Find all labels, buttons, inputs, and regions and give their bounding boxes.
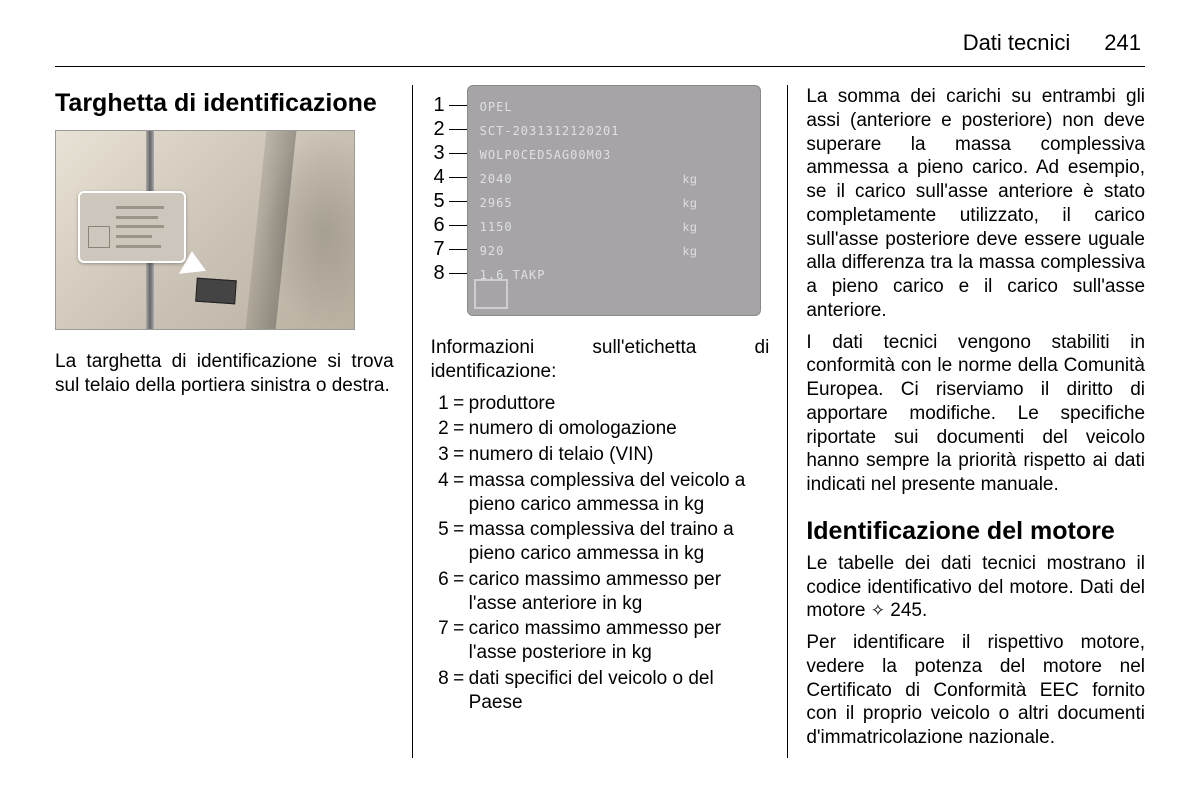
legend-eq: = <box>449 469 469 517</box>
body-text: I dati tecnici vengono stabiliti in conf… <box>806 331 1145 497</box>
legend-eq: = <box>449 392 469 416</box>
section-heading-engine: Identificazione del motore <box>806 517 1145 546</box>
legend-eq: = <box>449 617 469 665</box>
legend-row: 3=numero di telaio (VIN) <box>431 443 770 467</box>
horizontal-rule <box>55 66 1145 67</box>
legend-intro: Informazioni sull'etichetta di identific… <box>431 336 770 384</box>
legend-list: 1=produttore2=numero di omologazione3=nu… <box>431 392 770 715</box>
legend-number: 1 <box>431 392 449 416</box>
legend-text: produttore <box>469 392 770 416</box>
page-ref-number: 245 <box>890 600 922 621</box>
plate-value: 2040 <box>480 172 513 186</box>
body-text: La somma dei carichi su entrambi gli ass… <box>806 85 1145 323</box>
plate-row: 1150 kg <box>480 215 748 239</box>
legend-number: 5 <box>431 518 449 566</box>
plate-value: SCT-2031312120201 <box>480 124 620 138</box>
plate-row: 2965 kg <box>480 191 748 215</box>
legend-eq: = <box>449 568 469 616</box>
plate-unit: kg <box>683 220 698 234</box>
plate-row: WOLP0CED5AG00M03 <box>480 143 748 167</box>
body-text: Le tabelle dei dati tecnici mostrano il … <box>806 552 1145 623</box>
legend-row: 1=produttore <box>431 392 770 416</box>
legend-eq: = <box>449 443 469 467</box>
header-section: Dati tecnici <box>963 30 1071 56</box>
plate-callout-row: 7 <box>431 237 467 261</box>
legend-eq: = <box>449 518 469 566</box>
plate-row: 2040 kg <box>480 167 748 191</box>
plate-callout-row: 2 <box>431 117 467 141</box>
legend-number: 7 <box>431 617 449 665</box>
column-1: Targhetta di identificazione La targhett… <box>55 85 412 758</box>
plate-value: 2965 <box>480 196 513 210</box>
plate-diagram: 12345678 OPEL SCT-2031312120201 WOLP0CED5A… <box>431 85 761 316</box>
plate-unit: kg <box>683 172 698 186</box>
plate-value: 920 <box>480 244 505 258</box>
legend-number: 8 <box>431 667 449 715</box>
column-2: 12345678 OPELSCT-2031312120201WOLP0CED5A… <box>413 85 788 758</box>
plate-row: OPEL <box>480 95 748 119</box>
identification-plate: OPEL SCT-2031312120201 WOLP0CED5AG00M03 204… <box>467 85 761 316</box>
page-ref-icon: ✧ <box>871 600 885 621</box>
plate-value: 1150 <box>480 220 513 234</box>
legend-text: dati specifici del veicolo o del Paese <box>469 667 770 715</box>
engine-text: Le tabelle dei dati tecnici mostrano il … <box>806 553 1145 622</box>
legend-row: 8=dati specifici del veicolo o del Paese <box>431 667 770 715</box>
identification-plate-callout <box>78 191 186 263</box>
plate-unit: kg <box>683 244 698 258</box>
door-illustration <box>55 130 355 330</box>
plate-value: WOLP0CED5AG00M03 <box>480 148 612 162</box>
plate-on-door <box>195 278 237 305</box>
legend-row: 6=carico massimo ammesso per l'asse ante… <box>431 568 770 616</box>
plate-callout-row: 3 <box>431 141 467 165</box>
plate-number-callouts: 12345678 <box>431 85 467 316</box>
plate-value: OPEL <box>480 100 513 114</box>
legend-number: 4 <box>431 469 449 517</box>
plate-row: SCT-2031312120201 <box>480 119 748 143</box>
legend-row: 4=massa complessiva del veicolo a pieno … <box>431 469 770 517</box>
plate-callout-row: 1 <box>431 93 467 117</box>
legend-number: 3 <box>431 443 449 467</box>
plate-callout-row: 6 <box>431 213 467 237</box>
legend-row: 7=carico massimo ammesso per l'asse post… <box>431 617 770 665</box>
column-3: La somma dei carichi su entrambi gli ass… <box>788 85 1145 758</box>
legend-number: 2 <box>431 417 449 441</box>
body-text: Per identificare il rispettivo motore, v… <box>806 631 1145 750</box>
plate-callout-row: 4 <box>431 165 467 189</box>
plate-row: 1.6 TAKP <box>480 263 748 287</box>
plate-small-box <box>474 279 508 309</box>
legend-text: carico massimo ammesso per l'asse anteri… <box>469 568 770 616</box>
plate-callout-row: 8 <box>431 261 467 285</box>
legend-eq: = <box>449 667 469 715</box>
section-heading: Targhetta di identificazione <box>55 89 394 118</box>
header-page-number: 241 <box>1104 30 1141 56</box>
legend-row: 2=numero di omologazione <box>431 417 770 441</box>
legend-text: numero di telaio (VIN) <box>469 443 770 467</box>
legend-number: 6 <box>431 568 449 616</box>
plate-unit: kg <box>683 196 698 210</box>
body-text: La targhetta di identificazione si trova… <box>55 350 394 398</box>
plate-row: 920 kg <box>480 239 748 263</box>
legend-row: 5=massa complessiva del traino a pieno c… <box>431 518 770 566</box>
legend-text: numero di omologazione <box>469 417 770 441</box>
legend-text: massa complessiva del traino a pieno car… <box>469 518 770 566</box>
legend-text: carico massimo ammesso per l'asse poster… <box>469 617 770 665</box>
page-header: Dati tecnici 241 <box>55 30 1145 56</box>
legend-text: massa complessiva del veicolo a pieno ca… <box>469 469 770 517</box>
plate-callout-row: 5 <box>431 189 467 213</box>
legend-eq: = <box>449 417 469 441</box>
